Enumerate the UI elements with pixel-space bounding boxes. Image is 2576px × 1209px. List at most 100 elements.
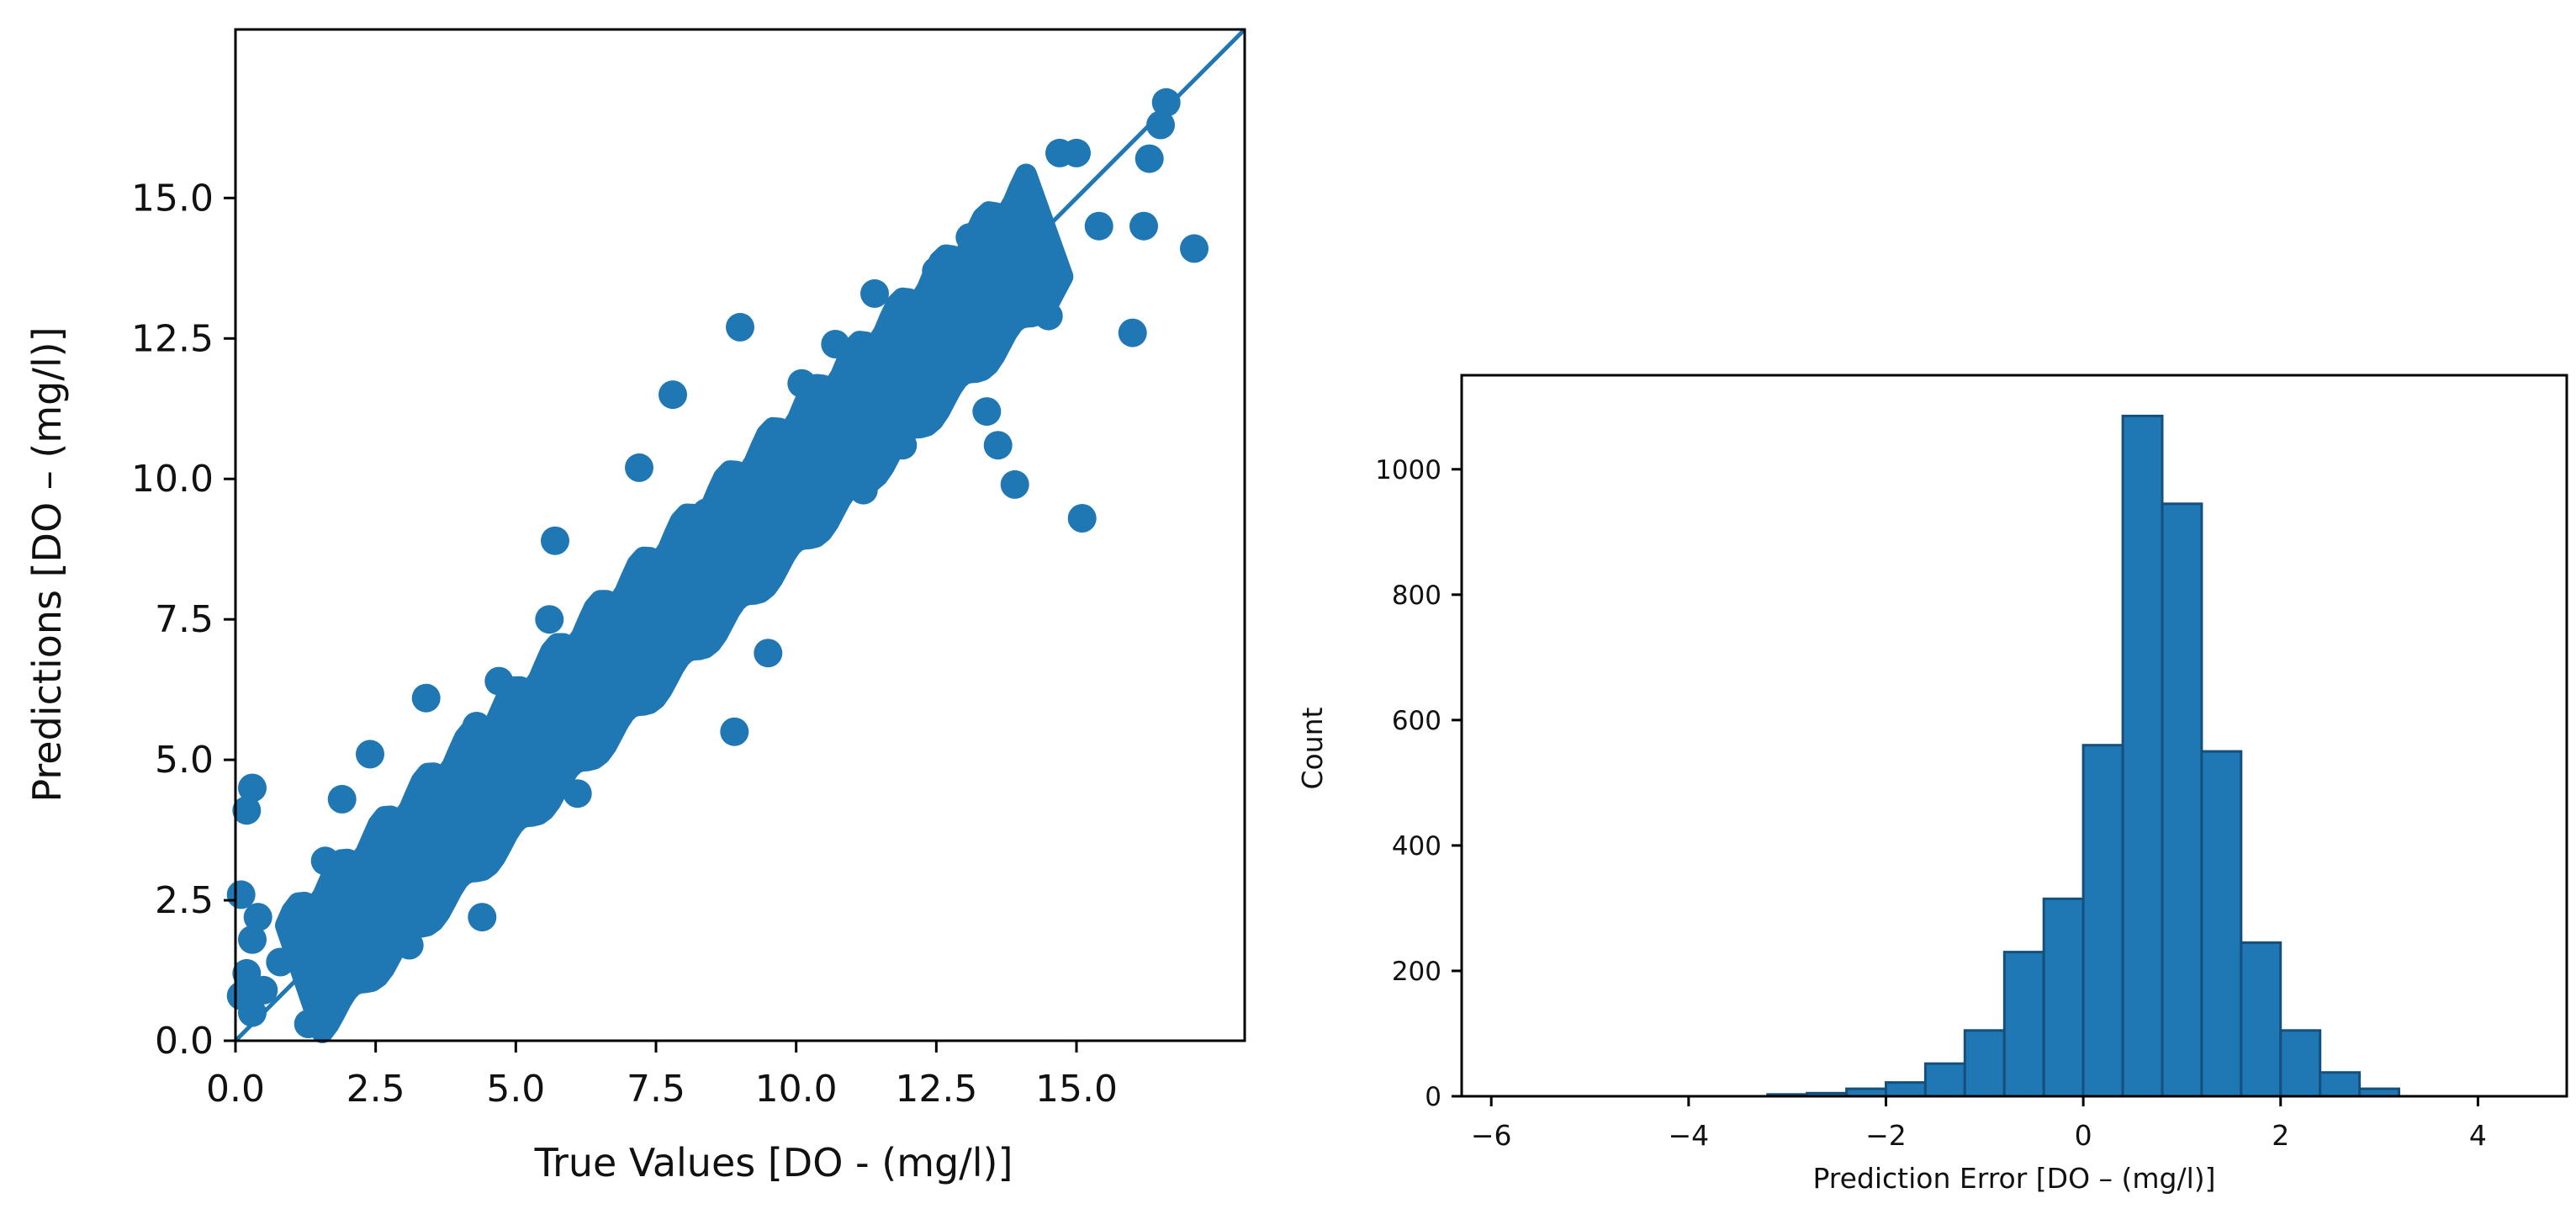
scatter-point	[860, 278, 889, 308]
histogram-y-tick-label: 400	[1392, 831, 1441, 862]
scatter-point	[726, 312, 754, 342]
scatter-y-axis-label: Predictions [DO – (mg/l)]	[24, 326, 70, 802]
scatter-x-axis-label: True Values [DO - (mg/l)]	[534, 1140, 1013, 1185]
scatter-point	[294, 1010, 323, 1038]
scatter-point	[602, 672, 632, 702]
scatter-y-tick-label: 10.0	[131, 458, 214, 501]
scatter-y-tick-label: 5.0	[155, 739, 214, 782]
scatter-point	[804, 498, 833, 528]
scatter-y-tick-label: 0.0	[155, 1020, 214, 1063]
histogram-y-tick-label: 0	[1425, 1082, 1441, 1112]
scatter-point	[669, 616, 699, 645]
scatter-point	[764, 419, 794, 448]
scatter-point	[787, 369, 817, 398]
scatter-point	[1151, 87, 1181, 117]
scatter-point	[625, 453, 653, 482]
histogram-y-tick-label: 1000	[1375, 455, 1441, 485]
scatter-point	[1118, 318, 1147, 347]
scatter-point	[1017, 234, 1046, 263]
scatter-point	[356, 740, 384, 769]
scatter-point	[574, 622, 603, 651]
scatter-x-tick-label: 10.0	[755, 1068, 838, 1111]
scatter-y-ticks: 0.0 2.5 5.0 7.5 10.0 12.5 15.0	[131, 177, 235, 1063]
scatter-chart: 0.0 2.5 5.0 7.5 10.0 12.5 15.0 0.0 2.5 5.0 7.5 10.…	[24, 28, 1246, 1185]
scatter-point	[720, 717, 749, 746]
scatter-point	[310, 846, 340, 876]
scatter-point	[512, 745, 542, 775]
scatter-x-tick-label: 12.5	[895, 1068, 977, 1111]
histogram-bar	[1963, 1029, 2006, 1098]
scatter-point	[899, 402, 928, 432]
scatter-point	[659, 380, 687, 410]
scatter-point	[462, 712, 491, 740]
histogram-bar	[2002, 951, 2045, 1098]
histogram-bar	[2081, 744, 2124, 1098]
scatter-point	[1000, 469, 1029, 499]
scatter-y-tick-label: 7.5	[155, 598, 214, 641]
histogram-y-tick-label: 800	[1392, 581, 1441, 611]
scatter-point	[821, 330, 850, 358]
scatter-point	[1084, 211, 1113, 241]
scatter-point	[484, 666, 514, 696]
scatter-point	[367, 824, 396, 853]
scatter-point	[411, 683, 441, 713]
scatter-point	[1067, 504, 1097, 533]
histogram-bar	[2279, 1029, 2322, 1098]
scatter-point	[563, 779, 592, 809]
scatter-x-tick-label: 15.0	[1035, 1068, 1118, 1111]
histogram-bar	[2240, 941, 2282, 1098]
scatter-point	[1034, 301, 1063, 331]
scatter-x-tick-label: 5.0	[486, 1068, 545, 1111]
scatter-point	[888, 431, 918, 460]
histogram-x-tick-label: −2	[1865, 1119, 1907, 1152]
scatter-point	[238, 998, 267, 1027]
scatter-point	[299, 908, 329, 937]
scatter-x-tick-label: 7.5	[627, 1068, 685, 1111]
scatter-point	[972, 397, 1002, 427]
scatter-point	[394, 931, 424, 960]
scatter-point	[1146, 110, 1175, 140]
histogram-x-axis-label: Prediction Error [DO – (mg/l)]	[1812, 1162, 2215, 1195]
scatter-point	[647, 554, 676, 584]
scatter-x-tick-label: 2.5	[346, 1068, 405, 1111]
histogram-bar	[1923, 1062, 1966, 1098]
scatter-point	[434, 790, 463, 819]
histogram-bar	[1885, 1081, 1927, 1098]
scatter-point	[922, 257, 951, 286]
scatter-point	[344, 869, 373, 898]
scatter-point	[535, 605, 564, 634]
scatter-point	[541, 526, 569, 555]
histogram-y-tick-label: 200	[1392, 957, 1441, 987]
histogram-x-tick-label: 2	[2272, 1119, 2289, 1152]
histogram-bar	[2319, 1071, 2362, 1098]
scatter-marks	[226, 87, 1209, 1043]
scatter-point	[238, 925, 267, 954]
scatter-point	[238, 773, 267, 803]
histogram-bar	[2200, 750, 2243, 1098]
histogram-bar	[2042, 897, 2085, 1098]
scatter-y-tick-label: 15.0	[131, 177, 214, 220]
scatter-point	[1062, 138, 1091, 167]
scatter-point	[249, 975, 278, 1005]
histogram-y-tick-label: 600	[1392, 706, 1441, 736]
histogram-y-axis-label: Count	[1296, 707, 1329, 789]
histogram-bar	[2121, 414, 2164, 1098]
scatter-y-tick-label: 2.5	[155, 879, 214, 922]
histogram-plot-frame	[1460, 374, 2568, 1098]
scatter-point	[305, 964, 334, 994]
scatter-point	[692, 498, 721, 528]
histogram-x-tick-label: −6	[1471, 1119, 1512, 1152]
histogram-y-ticks: 0 200 400 600 800 1000	[1375, 455, 1462, 1112]
scatter-point	[243, 903, 272, 932]
scatter-x-tick-label: 0.0	[206, 1068, 265, 1111]
scatter-point	[939, 335, 968, 364]
scatter-point	[232, 796, 262, 825]
scatter-point	[266, 947, 295, 977]
histogram-bars	[1766, 414, 2401, 1098]
scatter-plot-frame	[234, 28, 1246, 1042]
histogram-x-tick-label: 4	[2469, 1119, 2487, 1152]
scatter-point	[849, 475, 878, 505]
identity-line	[234, 28, 1246, 1042]
scatter-point	[754, 639, 783, 668]
scatter-point	[468, 903, 497, 932]
